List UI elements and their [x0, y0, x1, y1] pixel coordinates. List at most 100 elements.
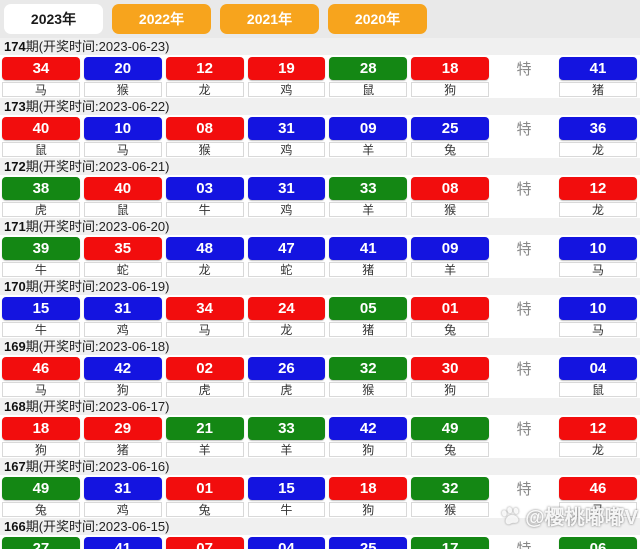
draw-period-header: 174期(开奖时间:2023-06-23)	[0, 38, 640, 55]
draw-time: 期(开奖时间:2023-06-16)	[25, 459, 170, 474]
zodiac-label: 狗	[2, 442, 80, 457]
period-number: 166	[4, 519, 26, 534]
number-ball: 08	[411, 177, 489, 200]
zodiac-label: 狗	[411, 82, 489, 97]
draw-block: 173期(开奖时间:2023-06-22) 40 鼠 10 马 08 猴 31 鸡 09 羊 25 兔 特…	[0, 98, 640, 158]
number-ball: 03	[165, 177, 244, 200]
zodiac-label: 鼠	[2, 142, 80, 157]
number-cell: 33 羊	[247, 417, 326, 457]
zodiac-label: 鸡	[83, 502, 162, 517]
draw-row: 34 马 20 猴 12 龙 19 鸡 28 鼠 18 狗 特 41 猪	[0, 55, 640, 98]
draw-time: 期(开奖时间:2023-06-15)	[25, 519, 170, 534]
number-ball: 41	[329, 237, 408, 260]
period-number: 172	[4, 159, 26, 174]
zodiac-label: 狗	[329, 502, 408, 517]
number-ball: 09	[329, 117, 408, 140]
number-ball: 01	[411, 297, 489, 320]
draw-period-header: 173期(开奖时间:2023-06-22)	[0, 98, 640, 115]
number-ball: 32	[411, 477, 489, 500]
special-number-ball: 41	[559, 57, 637, 80]
number-cell: 25兔	[329, 537, 408, 549]
tab-year-2023[interactable]: 2023年	[4, 4, 103, 34]
number-cell: 10 马	[83, 117, 162, 157]
zodiac-label: 羊	[165, 442, 244, 457]
number-ball: 38	[2, 177, 80, 200]
number-ball: 49	[2, 477, 80, 500]
zodiac-label: 兔	[411, 322, 489, 337]
zodiac-label: 鼠	[329, 82, 408, 97]
number-cell: 49 兔	[411, 417, 489, 457]
number-ball: 31	[83, 477, 162, 500]
special-number-ball: 36	[559, 117, 637, 140]
number-ball: 02	[165, 357, 244, 380]
number-cell: 20 猴	[83, 57, 162, 97]
period-number: 169	[4, 339, 26, 354]
number-ball: 18	[2, 417, 80, 440]
number-ball: 34	[165, 297, 244, 320]
zodiac-label: 鼠	[83, 202, 162, 217]
number-cell: 30 狗	[411, 357, 489, 397]
number-cell: 12 龙	[559, 177, 637, 217]
draw-results-list: 174期(开奖时间:2023-06-23) 34 马 20 猴 12 龙 19 鸡 28 鼠 18 狗特…	[0, 38, 640, 549]
number-cell: 49 兔	[2, 477, 80, 517]
draw-block: 171期(开奖时间:2023-06-20) 39 牛 35 蛇 48 龙 47 蛇 41 猪 09 羊特…	[0, 218, 640, 278]
number-cell: 34 马	[2, 57, 80, 97]
zodiac-label: 鸡	[247, 202, 326, 217]
zodiac-label: 狗	[411, 382, 489, 397]
number-ball: 25	[411, 117, 489, 140]
special-label: 特	[516, 181, 532, 198]
number-ball: 24	[247, 297, 326, 320]
number-ball: 35	[83, 237, 162, 260]
number-ball: 49	[411, 417, 489, 440]
draw-time: 期(开奖时间:2023-06-21)	[25, 159, 170, 174]
period-number: 167	[4, 459, 26, 474]
draw-period-header: 169期(开奖时间:2023-06-18)	[0, 338, 640, 355]
number-cell: 34 马	[165, 297, 244, 337]
number-cell: 18 狗	[329, 477, 408, 517]
number-cell: 31 鸡	[247, 117, 326, 157]
number-cell: 42 狗	[83, 357, 162, 397]
number-cell: 10 马	[559, 297, 637, 337]
number-ball: 17	[411, 537, 489, 549]
number-ball: 42	[329, 417, 408, 440]
number-cell: 18 狗	[411, 57, 489, 97]
special-label: 特	[516, 301, 532, 318]
tab-year-2021[interactable]: 2021年	[220, 4, 319, 34]
number-cell: 42 狗	[329, 417, 408, 457]
zodiac-label: 马	[165, 322, 244, 337]
number-cell: 31 鸡	[83, 477, 162, 517]
number-ball: 18	[329, 477, 408, 500]
number-cell: 32 猴	[329, 357, 408, 397]
zodiac-label: 猪	[329, 262, 408, 277]
tab-year-2020[interactable]: 2020年	[328, 4, 427, 34]
number-cell: 27牛	[2, 537, 80, 549]
number-ball: 42	[83, 357, 162, 380]
zodiac-label: 龙	[247, 322, 326, 337]
number-ball: 33	[247, 417, 326, 440]
zodiac-label: 牛	[165, 202, 244, 217]
year-tab-bar: 2023年 2022年 2021年 2020年	[0, 0, 640, 38]
number-cell: 40 鼠	[2, 117, 80, 157]
zodiac-label: 龙	[559, 142, 637, 157]
special-label: 特	[516, 121, 532, 138]
draw-time: 期(开奖时间:2023-06-23)	[25, 39, 170, 54]
period-number: 173	[4, 99, 26, 114]
zodiac-label: 羊	[411, 262, 489, 277]
special-number-ball: 10	[559, 237, 637, 260]
number-cell: 29 猪	[83, 417, 162, 457]
special-number-ball: 12	[559, 417, 637, 440]
number-ball: 09	[411, 237, 489, 260]
number-cell: 15 牛	[2, 297, 80, 337]
draw-time: 期(开奖时间:2023-06-19)	[25, 279, 170, 294]
period-number: 174	[4, 39, 26, 54]
draw-row: 49 兔 31 鸡 01 兔 15 牛 18 狗 32 猴特 46 马	[0, 475, 640, 518]
number-ball: 31	[247, 177, 326, 200]
draw-block: 169期(开奖时间:2023-06-18) 46 马 42 狗 02 虎 26 虎 32 猴 30 狗特…	[0, 338, 640, 398]
zodiac-label: 鼠	[559, 382, 637, 397]
number-ball: 07	[165, 537, 244, 549]
zodiac-label: 鸡	[247, 142, 326, 157]
number-cell: 40 鼠	[83, 177, 162, 217]
tab-year-2022[interactable]: 2022年	[112, 4, 211, 34]
number-cell: 35 蛇	[83, 237, 162, 277]
